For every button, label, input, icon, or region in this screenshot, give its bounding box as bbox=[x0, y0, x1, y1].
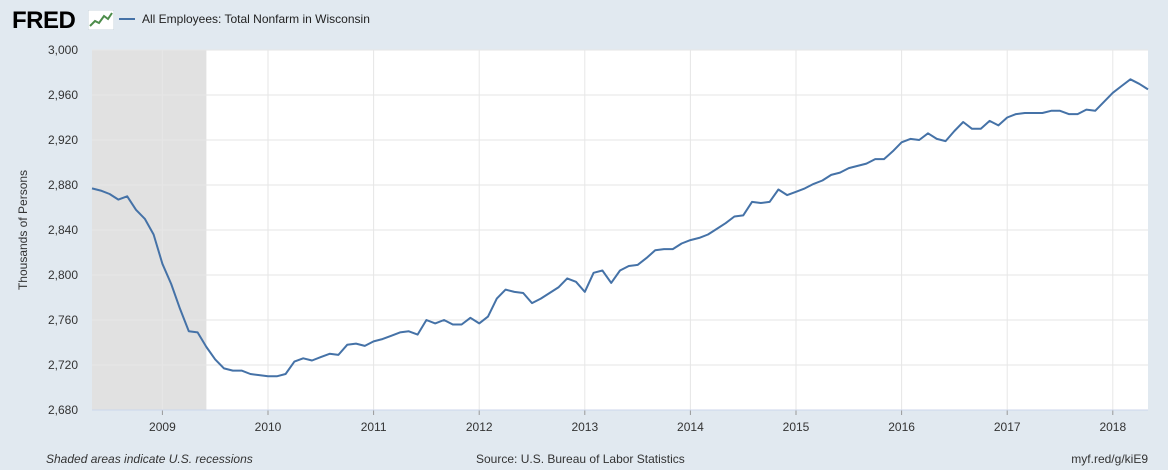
chart-legend: All Employees: Total Nonfarm in Wisconsi… bbox=[119, 12, 370, 26]
source-note: Source: U.S. Bureau of Labor Statistics bbox=[476, 452, 685, 466]
x-tick-label: 2009 bbox=[149, 420, 176, 434]
y-tick-label: 2,720 bbox=[48, 358, 78, 372]
y-tick-label: 2,680 bbox=[48, 403, 78, 417]
legend-series-label: All Employees: Total Nonfarm in Wisconsi… bbox=[142, 12, 370, 26]
x-tick-label: 2014 bbox=[677, 420, 704, 434]
fred-line-graph-icon bbox=[87, 9, 115, 31]
series-line bbox=[91, 78, 1149, 378]
y-axis-label: Thousands of Persons bbox=[16, 170, 30, 290]
line-chart: 2,680 2,720 2,760 2,800 2,840 2,880 2,920 2,960… bbox=[16, 43, 1149, 434]
x-tick-label: 2012 bbox=[466, 420, 493, 434]
y-tick-label: 2,920 bbox=[48, 133, 78, 147]
short-url-link[interactable]: myf.red/g/kiE9 bbox=[1071, 452, 1148, 466]
y-tick-label: 2,800 bbox=[48, 268, 78, 282]
y-tick-label: 2,760 bbox=[48, 313, 78, 327]
x-tick-label: 2016 bbox=[888, 420, 915, 434]
y-tick-label: 2,840 bbox=[48, 223, 78, 237]
x-tick-label: 2018 bbox=[1099, 420, 1126, 434]
x-tick-label: 2011 bbox=[361, 420, 387, 434]
x-tick-label: 2010 bbox=[255, 420, 282, 434]
legend-swatch bbox=[119, 18, 135, 20]
x-tick-label: 2013 bbox=[571, 420, 598, 434]
x-tick-label: 2015 bbox=[783, 420, 810, 434]
chart-header: FRED All Employees: Total Nonfarm in Wis… bbox=[0, 0, 1168, 40]
x-tick-label: 2017 bbox=[994, 420, 1021, 434]
recession-note: Shaded areas indicate U.S. recessions bbox=[46, 452, 253, 466]
y-tick-label: 3,000 bbox=[48, 43, 78, 57]
y-tick-label: 2,960 bbox=[48, 88, 78, 102]
fred-logo[interactable]: FRED bbox=[12, 7, 76, 34]
y-tick-label: 2,880 bbox=[48, 178, 78, 192]
